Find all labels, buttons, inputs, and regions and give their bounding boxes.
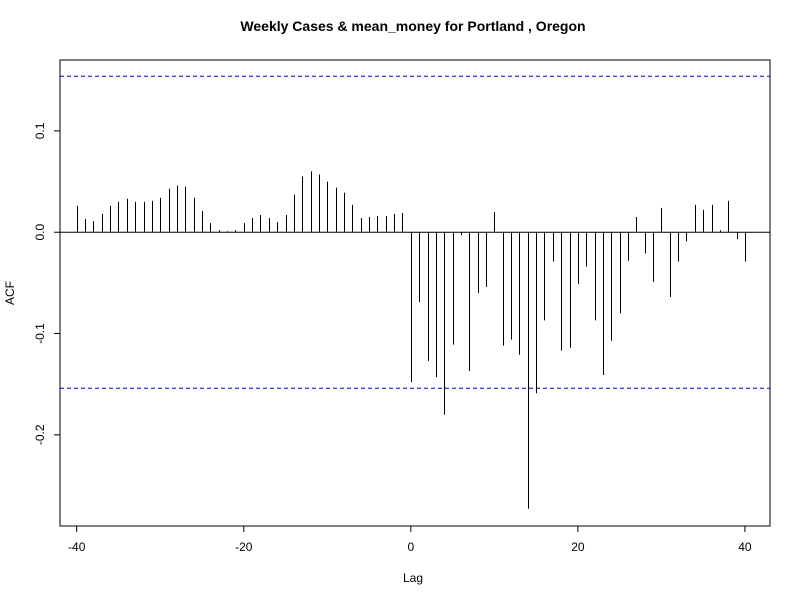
y-tick-label: 0.1 xyxy=(33,122,47,139)
x-tick-label: -40 xyxy=(68,540,86,554)
axes: -40 -20 0 20 40 -0.2 -0.1 0.0 0.1 xyxy=(33,122,752,554)
x-axis-label: Lag xyxy=(403,571,423,585)
acf-marks xyxy=(60,75,770,509)
chart-title: Weekly Cases & mean_money for Portland ,… xyxy=(240,18,585,34)
x-tick-label: 40 xyxy=(738,540,752,554)
plot-frame xyxy=(59,59,771,527)
x-tick-label: -20 xyxy=(235,540,253,554)
y-tick-label: -0.1 xyxy=(33,323,47,344)
x-tick-label: 20 xyxy=(571,540,585,554)
x-tick-label: 0 xyxy=(407,540,414,554)
y-tick-label: -0.2 xyxy=(33,424,47,445)
y-axis-label: ACF xyxy=(3,281,17,305)
y-tick-label: 0.0 xyxy=(33,224,47,241)
